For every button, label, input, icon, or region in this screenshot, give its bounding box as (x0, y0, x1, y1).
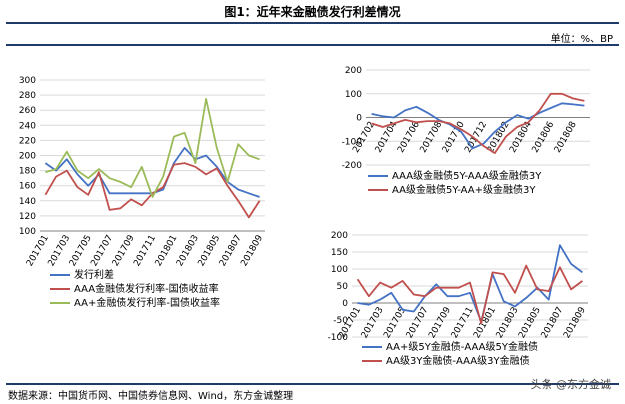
y-tick-label: -50 (333, 316, 348, 326)
watermark: 头条 @东方金诚 (530, 378, 612, 391)
legend-label: 发行利差 (74, 268, 114, 281)
y-tick-label: 200 (345, 66, 362, 76)
series-line (356, 264, 583, 325)
y-tick-label: 180 (19, 167, 36, 177)
y-tick-label: 100 (19, 227, 36, 237)
y-tick-label: 100 (331, 265, 348, 275)
series-line (371, 102, 585, 150)
y-tick-label: 0 (356, 114, 362, 124)
top-divider (6, 22, 619, 24)
series-line (45, 98, 260, 198)
chart-figure-title: 图1：近年来金融债发行利差情况 (224, 5, 401, 19)
y-tick-label: 200 (331, 231, 348, 241)
y-tick-label: 160 (19, 182, 36, 192)
y-tick-label: 220 (19, 136, 36, 146)
x-tick-label: 201809 (562, 305, 588, 340)
y-tick-label: 100 (345, 90, 362, 100)
y-tick-label: 200 (19, 152, 36, 162)
header-divider (6, 44, 619, 46)
y-tick-label: 150 (331, 248, 348, 258)
y-tick-label: -100 (342, 137, 363, 147)
y-tick-label: 50 (337, 282, 349, 292)
series-line (44, 162, 261, 219)
y-tick-label: 0 (342, 299, 348, 309)
legend-label: AA级金融债5Y-AA+级金融债3Y (392, 183, 536, 196)
legend-label: AAA金融债发行利率-国债收益率 (74, 282, 219, 295)
y-tick-label: 240 (19, 121, 36, 131)
series-line (357, 244, 583, 323)
y-tick-label: 280 (19, 91, 36, 101)
y-tick-label: 260 (19, 106, 36, 116)
data-source-note: 数据来源：中国货币网、中国债券信息网、Wind，东方金诚整理 (8, 391, 294, 402)
y-tick-label: -200 (342, 161, 363, 171)
legend-label: AA+金融债发行利率-国债收益率 (74, 296, 220, 309)
y-tick-label: 300 (19, 76, 36, 86)
series-line (371, 92, 585, 155)
x-tick-label: 201808 (553, 120, 579, 155)
footer-divider (6, 383, 619, 385)
y-tick-label: 120 (19, 212, 36, 222)
y-tick-label: 140 (19, 197, 36, 207)
y-tick-label: -100 (328, 333, 349, 343)
legend-label: AA级3Y金融债-AAA级3Y金融债 (386, 354, 530, 367)
unit-label: 单位：%、BP (550, 34, 613, 45)
legend-label: AA+级5Y金融债-AAA级5Y金融债 (386, 340, 538, 353)
legend-label: AAA级金融债5Y-AAA级金融债3Y (392, 169, 542, 182)
